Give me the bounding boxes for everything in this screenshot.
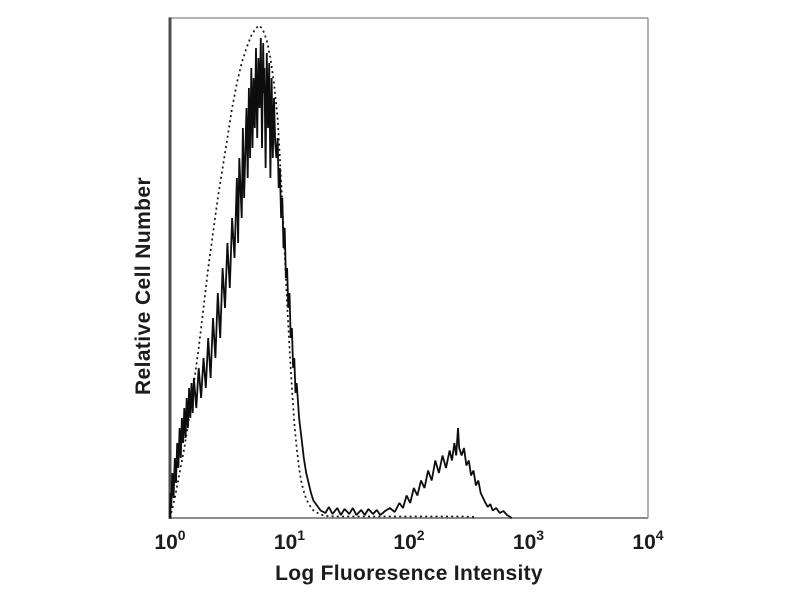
x-tick-label-10^2: 102: [393, 527, 424, 554]
solid-trace: [169, 37, 513, 519]
y-axis-label: Relative Cell Number: [132, 176, 155, 396]
x-axis-label: Log Fluoresence Intensity: [275, 562, 543, 585]
x-tick-label-10^4: 104: [632, 527, 663, 554]
x-tick-label-10^0: 100: [154, 527, 185, 554]
x-tick-label-10^3: 103: [513, 527, 544, 554]
x-tick-label-10^1: 101: [274, 527, 305, 554]
dotted-trace: [169, 24, 475, 519]
